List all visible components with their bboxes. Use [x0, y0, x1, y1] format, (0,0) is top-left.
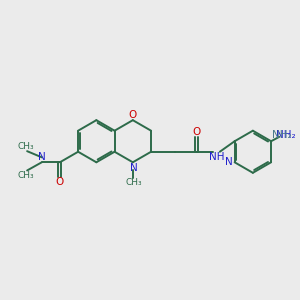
Text: N: N	[38, 152, 46, 162]
Text: CH₃: CH₃	[17, 171, 34, 180]
Text: NH₂: NH₂	[277, 130, 296, 140]
Text: NH: NH	[209, 152, 225, 162]
Text: N: N	[130, 163, 137, 172]
Text: NH₂: NH₂	[272, 130, 291, 140]
Text: N: N	[226, 157, 233, 167]
Text: O: O	[193, 127, 201, 136]
Text: O: O	[129, 110, 137, 120]
Text: CH₃: CH₃	[125, 178, 142, 187]
Text: O: O	[56, 177, 64, 187]
Text: CH₃: CH₃	[17, 142, 34, 151]
